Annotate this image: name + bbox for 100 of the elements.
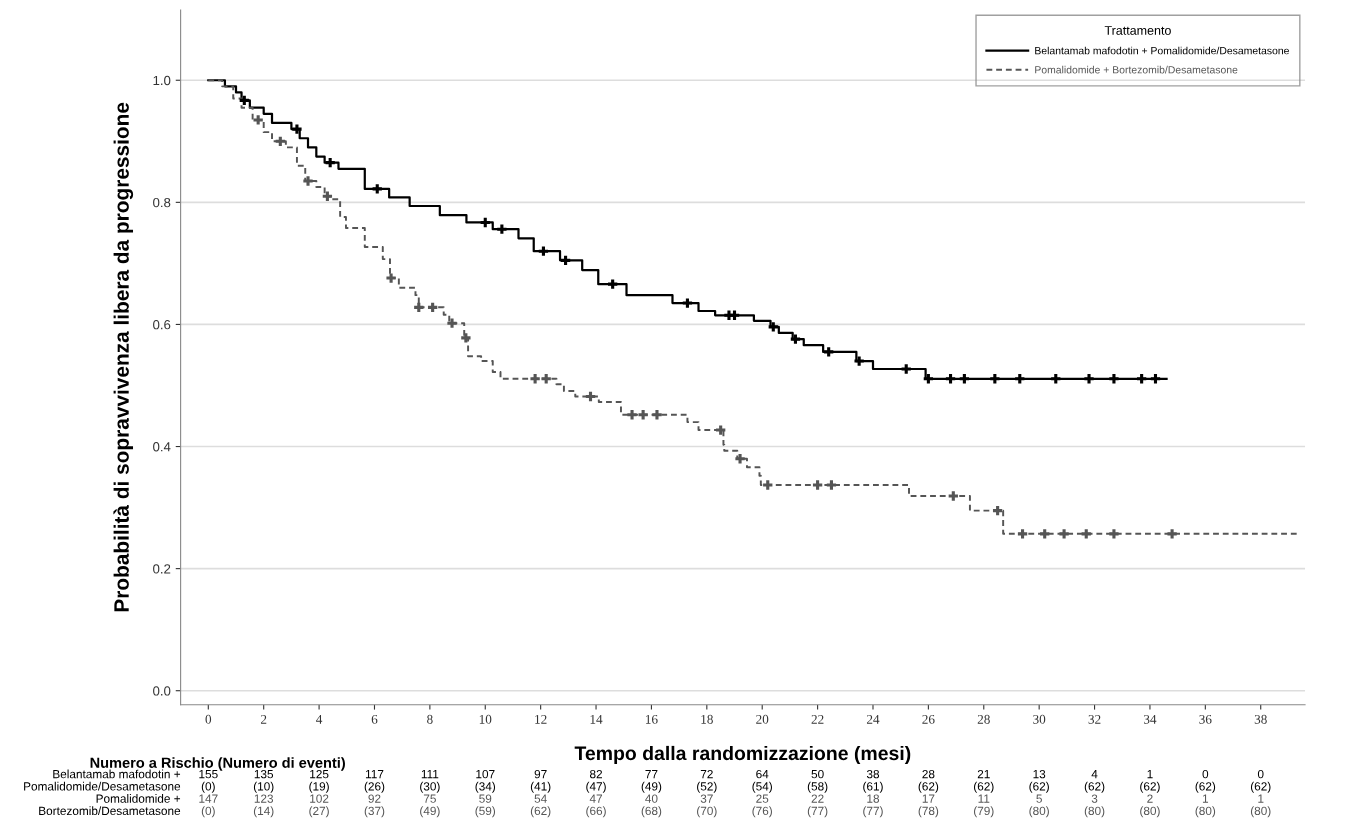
x-tick-label: 38	[1254, 714, 1267, 724]
point	[275, 136, 285, 146]
text: 4	[1091, 770, 1098, 779]
x-tick-label: 18	[701, 714, 713, 724]
point	[1059, 529, 1069, 539]
point	[447, 318, 457, 328]
y-tick-label: 1.0	[153, 75, 171, 86]
x-tick-label: 22	[811, 714, 824, 724]
text: (70)	[697, 806, 717, 818]
text: 54	[534, 794, 547, 803]
text: 123	[254, 794, 274, 803]
text: (79)	[974, 806, 994, 818]
point	[1109, 529, 1119, 539]
point	[560, 255, 571, 265]
text: 102	[310, 794, 329, 803]
text: 0	[1257, 769, 1264, 779]
text: (19)	[309, 781, 329, 793]
point	[790, 334, 801, 344]
text: 17	[922, 794, 935, 803]
text: 25	[756, 794, 769, 803]
point	[854, 356, 864, 366]
x-tick-label: 24	[866, 714, 880, 724]
text: 82	[589, 769, 603, 779]
text: (62)	[530, 806, 551, 818]
text: 1	[1202, 794, 1209, 803]
text: 125	[310, 769, 329, 779]
text: (80)	[1250, 806, 1271, 818]
point	[322, 191, 333, 201]
text: (77)	[807, 806, 828, 818]
point	[826, 480, 837, 490]
text: 135	[254, 769, 274, 779]
point	[824, 347, 834, 357]
y-axis-title: Probabilità di sopravvivenza libera da progressione	[113, 102, 134, 612]
x-tick-label: 16	[646, 714, 658, 724]
text: (77)	[863, 806, 883, 818]
text: 117	[365, 770, 384, 779]
text: (76)	[752, 806, 772, 818]
text: (10)	[253, 781, 274, 793]
y-tick-label: 0.6	[153, 320, 171, 330]
x-tick-label: 32	[1088, 714, 1101, 724]
point	[638, 410, 648, 420]
text: 59	[479, 794, 492, 803]
text: 0	[1202, 769, 1209, 779]
text: (62)	[1029, 781, 1049, 793]
text: 37	[700, 794, 713, 803]
text: 28	[922, 769, 935, 779]
text: (80)	[1195, 806, 1216, 818]
y-tick-label: 0.8	[153, 197, 171, 208]
text: (0)	[201, 806, 215, 818]
text: (68)	[641, 806, 662, 818]
point	[253, 115, 263, 125]
point	[729, 310, 740, 320]
x-tick-label: 36	[1199, 714, 1212, 724]
text: (41)	[530, 781, 551, 793]
point	[990, 374, 1000, 384]
legend-label: Pomalidomide + Bortezomib/Desametasone	[1035, 65, 1238, 74]
point	[480, 217, 490, 228]
text: (66)	[586, 806, 606, 818]
text: 11	[978, 794, 990, 803]
point	[1017, 529, 1028, 539]
text: (14)	[253, 806, 274, 818]
x-tick-label: 26	[922, 714, 935, 724]
text: (62)	[1195, 781, 1216, 793]
x-tick-label: 14	[590, 714, 603, 724]
text: 38	[866, 769, 880, 779]
point	[652, 410, 662, 420]
text: (34)	[475, 781, 496, 793]
text: (49)	[641, 781, 662, 793]
text: (37)	[364, 806, 385, 818]
point	[948, 491, 958, 501]
point	[1015, 374, 1025, 384]
x-tick-label: 10	[479, 714, 492, 724]
y-tick-label: 0.0	[153, 686, 171, 696]
point	[1051, 374, 1061, 384]
text: 50	[811, 769, 824, 779]
point	[1150, 374, 1161, 384]
text: 40	[645, 794, 658, 803]
text: 75	[423, 794, 436, 803]
text: 21	[977, 769, 990, 779]
y-tick-label: 0.2	[153, 564, 171, 574]
point	[372, 184, 382, 194]
point	[325, 158, 335, 168]
text: 13	[1033, 769, 1046, 779]
x-tick-label: 12	[535, 714, 547, 724]
text: 1	[1147, 770, 1153, 779]
text: 64	[756, 769, 769, 779]
text: (62)	[1084, 781, 1105, 793]
text: (26)	[364, 781, 385, 793]
point	[923, 374, 934, 384]
x-tick-label: 28	[977, 714, 990, 724]
point	[292, 124, 302, 134]
point	[427, 302, 438, 312]
point	[1109, 374, 1119, 384]
text: (0)	[201, 781, 215, 793]
text: 155	[199, 770, 218, 779]
point	[901, 364, 911, 374]
x-axis-title: Tempo dalla randomizzazione (mesi)	[574, 745, 911, 765]
text: 92	[368, 794, 381, 803]
point	[461, 333, 471, 343]
text: 5	[1036, 794, 1042, 803]
